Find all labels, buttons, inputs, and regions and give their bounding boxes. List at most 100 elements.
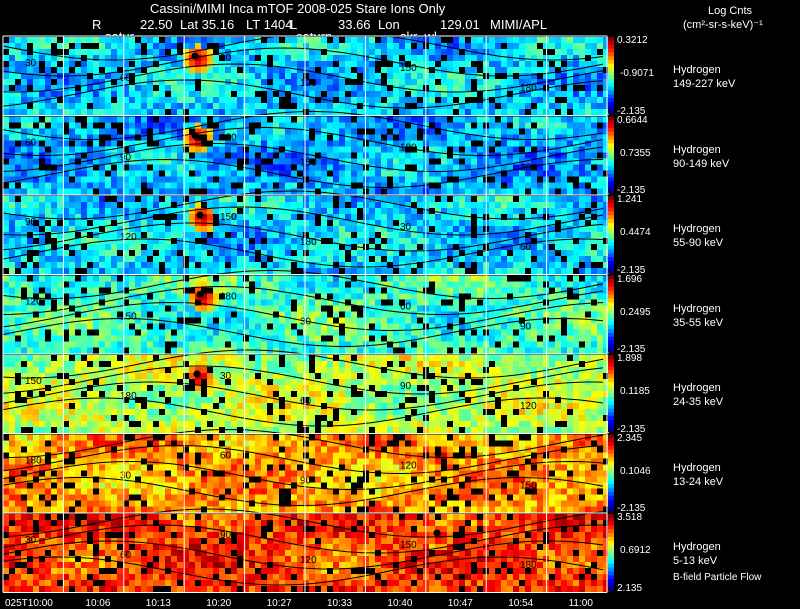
colorbar-max: 0.6644	[617, 114, 648, 126]
target-marker	[193, 370, 201, 378]
contour-line	[2, 477, 604, 507]
contour-label: 60	[220, 451, 232, 462]
target-marker	[434, 450, 442, 457]
colorbar-mid: 0.6912	[620, 545, 651, 556]
bfield-label: B-field Particle Flow	[673, 572, 762, 583]
contour-label: 120	[300, 555, 317, 566]
x-tick-label: 10:06	[85, 598, 111, 609]
target-marker	[191, 132, 199, 139]
contour-label: 30	[520, 163, 532, 174]
colorbar-max: 1.241	[617, 194, 643, 205]
target-marker	[196, 211, 204, 219]
species-label: Hydrogen	[673, 64, 721, 76]
contour-label: 60	[25, 138, 37, 149]
colorbar-title-line1: Log Cnts	[708, 5, 753, 17]
contour-label: 90	[520, 322, 532, 333]
x-tick-label: 10:33	[327, 598, 353, 609]
contour-label: 180	[520, 83, 537, 94]
contour-label: 30	[25, 535, 37, 546]
colorbar-mid: 0.7355	[620, 147, 651, 159]
contour-line	[2, 540, 604, 570]
colorbar-min: -2.135	[617, 423, 646, 435]
x-tick-label: 10:13	[145, 598, 171, 609]
colorbar-3	[608, 275, 614, 353]
species-label: Hydrogen	[673, 541, 721, 553]
species-label: Hydrogen	[673, 143, 721, 156]
colorbar-4	[608, 355, 614, 432]
colorbar-max: 2.345	[617, 432, 643, 444]
contour-line	[2, 111, 604, 141]
x-tick-label: 025T10:00	[5, 598, 53, 609]
contour-label: 90	[220, 53, 232, 64]
contour-line	[2, 556, 604, 586]
contour-label: 150	[25, 376, 42, 387]
target-marker	[196, 291, 204, 298]
contour-label: 30	[25, 58, 37, 69]
r-value: 22.50	[140, 17, 173, 32]
contour-label: 90	[400, 381, 412, 392]
contour-line	[2, 397, 604, 427]
colorbar-0	[608, 37, 614, 114]
contour-label: 150	[400, 540, 417, 551]
colorbar-6	[608, 514, 614, 591]
contour-line	[2, 317, 604, 347]
contour-label: 90	[300, 476, 312, 487]
species-label: Hydrogen	[673, 302, 721, 315]
contour-line	[2, 365, 604, 395]
colorbar-2	[608, 196, 614, 273]
contour-line	[2, 381, 604, 411]
contour-line	[2, 524, 603, 554]
colorbar-mid: -0.9071	[620, 68, 654, 79]
colorbar-min: 2.135	[617, 582, 643, 594]
contour-line	[2, 31, 604, 61]
contour-label: 120	[300, 78, 317, 89]
colorbar-mid: 0.2495	[620, 306, 651, 318]
contour-label: 90	[120, 153, 132, 164]
grid	[2, 35, 608, 593]
contour-label: 60	[400, 302, 412, 313]
contour-label: 60	[520, 242, 532, 253]
contour-line	[2, 47, 604, 77]
species-label: Hydrogen	[673, 382, 721, 394]
contour-label: 30	[400, 222, 412, 233]
colorbar-min: -2.135	[617, 503, 646, 514]
contour-label: 90	[220, 530, 232, 541]
contour-line	[2, 460, 604, 490]
energy-label: 24-35 keV	[673, 396, 724, 408]
panel-0: 30 60 90 120 150 180	[2, 31, 609, 115]
colorbar-5	[608, 434, 614, 512]
contour-label: 60	[120, 73, 132, 84]
contour-label: 120	[120, 232, 137, 243]
r-label: R	[92, 17, 102, 32]
contour-line	[2, 301, 604, 331]
colorbar-1	[608, 116, 614, 194]
panel-3: 120 150 180 30 60 90	[2, 270, 609, 354]
contour-label: 120	[25, 297, 42, 308]
colorbar-min: -2.135	[617, 264, 646, 276]
contour-label: 180	[120, 391, 137, 402]
energy-label: 35-55 keV	[673, 316, 724, 329]
panel-5: 180 30 60 90 120 150	[2, 428, 609, 513]
l-label: L	[290, 17, 298, 32]
contour-line	[2, 143, 604, 173]
contour-label: 180	[400, 143, 417, 154]
colorbar-mid: 0.4474	[620, 227, 651, 238]
target-marker	[191, 52, 199, 60]
lt-value: LT 1404	[246, 17, 293, 32]
x-tick-label: 10:54	[508, 598, 534, 609]
energy-label: 149-227 keV	[673, 78, 736, 90]
panel-2: 90 120 150 180 30 60	[2, 190, 609, 274]
contour-label: 60	[300, 396, 312, 407]
contour-label: 120	[220, 133, 237, 144]
contour-line	[2, 444, 604, 474]
species-label: Hydrogen	[673, 223, 721, 235]
x-tick-label: 11:00	[568, 598, 593, 609]
contour-line	[2, 285, 604, 315]
colorbar-min: -2.135	[617, 185, 646, 196]
energy-label: 90-149 keV	[673, 157, 730, 170]
colorbar-min: -2.135	[617, 105, 646, 117]
contour-label: 120	[520, 401, 537, 412]
panel-1: 60 90 120 150 180 30	[2, 111, 609, 195]
colorbar-max: 3.518	[617, 512, 643, 523]
